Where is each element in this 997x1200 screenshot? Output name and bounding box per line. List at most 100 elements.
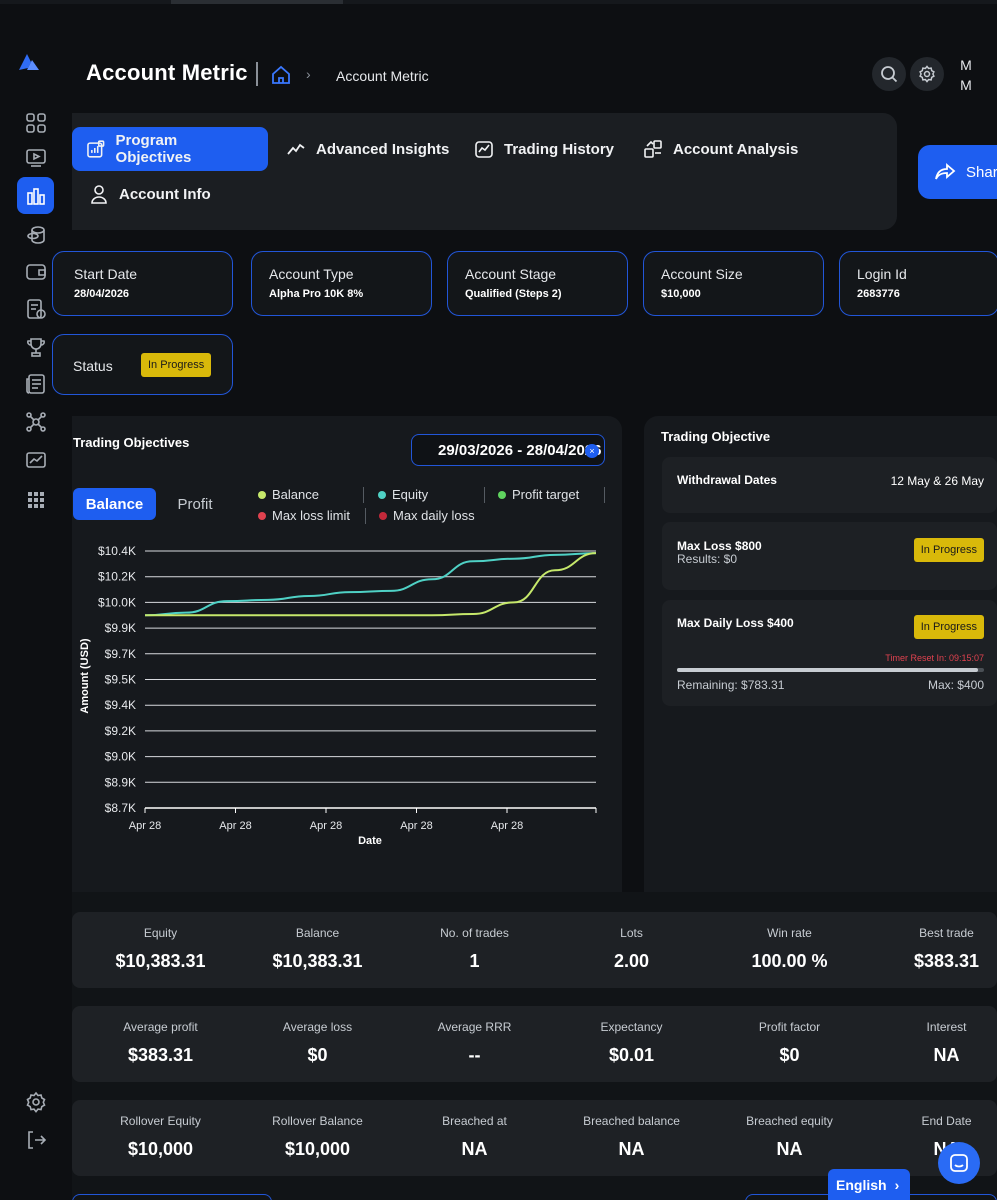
date-range-picker[interactable]: 29/03/2026 - 28/04/2026: [411, 434, 605, 466]
chart-card-icon[interactable]: [21, 445, 51, 475]
y-axis-label: Amount (USD): [79, 638, 91, 713]
stat-win-rate: Win rate 100.00 %: [711, 926, 868, 972]
legend-max-loss-limit[interactable]: Max loss limit: [258, 508, 350, 523]
settings-icon[interactable]: [21, 1087, 51, 1117]
newspaper-icon[interactable]: [21, 369, 51, 399]
legend-divider: [365, 508, 366, 524]
toggle-balance[interactable]: Balance: [73, 488, 156, 520]
stat-label: Average profit: [123, 1020, 198, 1034]
x-tick-label: Apr 28: [310, 820, 342, 832]
legend-max-daily-loss[interactable]: Max daily loss: [379, 508, 475, 523]
language-selector[interactable]: English ›: [828, 1169, 910, 1200]
stat-value: $10,383.31: [272, 951, 363, 971]
stat-rollover-balance: Rollover Balance $10,000: [239, 1114, 396, 1160]
stat-average-profit: Average profit $383.31: [82, 1020, 239, 1066]
apps-grid-icon[interactable]: [21, 485, 51, 515]
network-icon[interactable]: [21, 407, 51, 437]
video-icon[interactable]: [21, 143, 51, 173]
series-line-equity: [144, 552, 597, 617]
logout-icon[interactable]: [21, 1125, 51, 1155]
stat-no-of-trades: No. of trades 1: [396, 926, 553, 972]
chart-panel: [72, 416, 622, 896]
x-tick-label: Apr 28: [219, 820, 251, 832]
share-button[interactable]: Share: [918, 145, 997, 199]
legend-equity[interactable]: Equity: [378, 487, 428, 502]
progress-fill: [677, 668, 978, 672]
trophy-icon[interactable]: [21, 332, 51, 362]
chart-panel-title: Trading Objectives: [73, 435, 190, 450]
stat-value: 1: [469, 951, 480, 971]
report-icon[interactable]: [21, 294, 51, 324]
stat-label: Breached at: [442, 1114, 507, 1128]
stat-value: $0: [779, 1045, 800, 1065]
trend-icon: [287, 143, 305, 155]
stat-breached-equity: Breached equity NA: [711, 1114, 868, 1160]
tab-account-info[interactable]: Account Info: [75, 172, 225, 216]
stat-best-trade: Best trade $383.31: [868, 926, 997, 972]
y-tick-label: $8.9K: [105, 775, 136, 789]
x-tick-label: Apr 28: [491, 820, 523, 832]
stats-row: [72, 1006, 997, 1082]
stat-label: Profit factor: [758, 1020, 821, 1034]
y-tick-label: $9.0K: [105, 750, 136, 764]
info-card-account-stage: Account Stage Qualified (Steps 2): [447, 251, 628, 316]
info-card-start-date: Start Date 28/04/2026: [52, 251, 233, 316]
legend-balance[interactable]: Balance: [258, 487, 319, 502]
timer-reset: Timer Reset In: 09:15:07: [885, 653, 984, 663]
stat-label: Interest: [926, 1020, 967, 1034]
y-tick-label: $10.0K: [98, 595, 136, 609]
stat-profit-factor: Profit factor $0: [711, 1020, 868, 1066]
stat-value: $0: [307, 1045, 328, 1065]
stat-value: 100.00 %: [751, 951, 828, 971]
clear-date-icon[interactable]: ×: [585, 444, 599, 458]
legend-divider: [484, 487, 485, 503]
avatar[interactable]: M M: [960, 57, 972, 93]
search-button[interactable]: [872, 57, 906, 91]
coins-icon[interactable]: [21, 220, 51, 250]
x-tick-label: Apr 28: [400, 820, 432, 832]
settings-button[interactable]: [910, 57, 944, 91]
legend-dot: [258, 490, 266, 499]
y-tick-label: $8.7K: [105, 801, 136, 815]
toggle-profit[interactable]: Profit: [177, 495, 213, 513]
home-icon[interactable]: [270, 64, 292, 86]
dashboard-icon[interactable]: [21, 108, 51, 138]
stat-label: No. of trades: [440, 926, 509, 940]
stats-row: [72, 1100, 997, 1176]
legend-divider: [363, 487, 364, 503]
title-divider: [256, 62, 258, 86]
stat-equity: Equity $10,383.31: [82, 926, 239, 972]
account-metric-icon[interactable]: [17, 177, 54, 214]
gear-icon: [919, 65, 935, 83]
brand-logo-icon[interactable]: [16, 48, 42, 74]
stat-value: NA: [618, 1139, 645, 1159]
y-tick-label: $10.4K: [98, 544, 136, 558]
chart-square-icon: [87, 140, 105, 158]
stat-label: Rollover Balance: [272, 1114, 363, 1128]
legend-profit-target[interactable]: Profit target: [498, 487, 579, 502]
stat-expectancy: Expectancy $0.01: [553, 1020, 710, 1066]
breadcrumb[interactable]: Account Metric: [336, 68, 429, 84]
legend-dot: [378, 490, 386, 499]
stat-label: Average loss: [282, 1020, 353, 1034]
stat-rollover-equity: Rollover Equity $10,000: [82, 1114, 239, 1160]
tab-advanced-insights[interactable]: Advanced Insights: [272, 127, 463, 171]
chat-button[interactable]: [938, 1142, 980, 1184]
page-title: Account Metric: [86, 60, 248, 85]
tab-program-objectives[interactable]: Program Objectives: [72, 127, 268, 171]
info-card-account-type: Account Type Alpha Pro 10K 8%: [251, 251, 432, 316]
tab-trading-history[interactable]: Trading History: [460, 127, 628, 171]
chevron-right-icon: ›: [894, 1177, 900, 1193]
stat-label: Average RRR: [437, 1020, 512, 1034]
legend-dot: [379, 511, 387, 520]
share-icon: [935, 163, 956, 180]
stat-breached-balance: Breached balance NA: [553, 1114, 710, 1160]
y-tick-label: $9.9K: [105, 621, 136, 635]
stat-breached-at: Breached at NA: [396, 1114, 553, 1160]
tab-account-analysis[interactable]: Account Analysis: [629, 127, 812, 171]
wallet-icon[interactable]: [21, 256, 51, 286]
stat-interest: Interest NA: [868, 1020, 997, 1066]
stat-balance: Balance $10,383.31: [239, 926, 396, 972]
stats-row: [72, 912, 997, 988]
stat-value: NA: [776, 1139, 803, 1159]
